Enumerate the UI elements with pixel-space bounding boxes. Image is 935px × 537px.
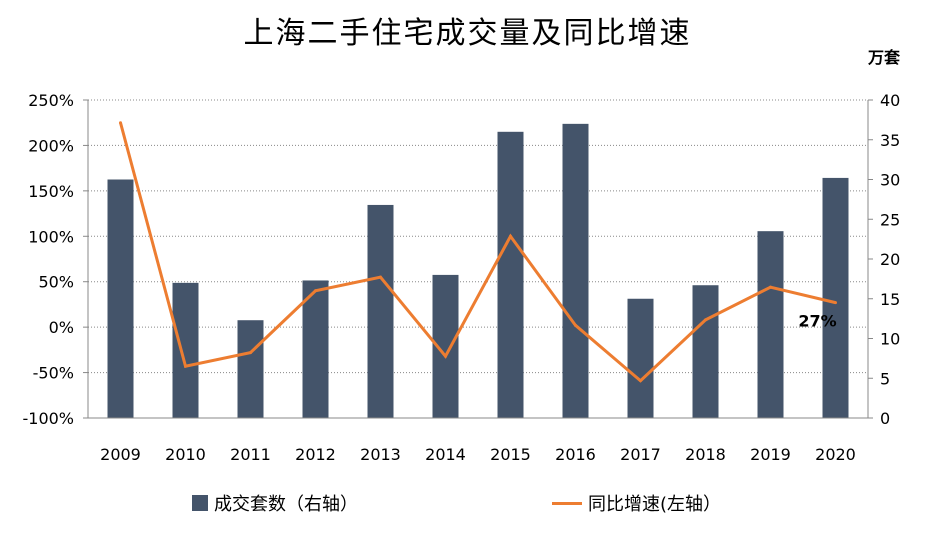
right-axis-tick-label: 0 [880,409,890,428]
line-point [119,121,122,125]
right-axis-tick-label: 30 [880,171,900,190]
left-axis-tick-label: 100% [28,227,74,246]
x-axis-tick-label: 2015 [490,445,531,464]
line-series [119,121,837,383]
legend-swatch-line [552,501,582,505]
x-axis-tick-label: 2018 [685,445,726,464]
x-axis-tick-label: 2016 [555,445,596,464]
legend-item-line: 同比增速(左轴） [552,490,721,516]
line-point [184,364,187,368]
right-axis-unit-label: 万套 [868,48,901,67]
right-axis-tick-label: 25 [880,210,900,229]
line-point [444,354,447,358]
left-axis-tick-label: 150% [28,182,74,201]
right-axis-tick-label: 5 [880,369,890,388]
line-point [574,323,577,327]
bar [822,177,849,418]
bar [562,123,589,418]
left-axis-tick-label: -100% [22,409,74,428]
bar [237,320,264,418]
right-axis-tick-label: 10 [880,330,900,349]
line-point [509,234,512,238]
line-point [639,379,642,383]
bar [692,285,719,418]
left-axis-tick-label: 0% [49,318,74,337]
x-axis-tick-label: 2010 [165,445,206,464]
x-axis-tick-label: 2013 [360,445,401,464]
legend-label-line: 同比增速(左轴） [588,494,722,515]
line-point [769,285,772,289]
tick-labels: 250% 200% 150% 100% 50% 0% -50% -100% 40 35 30 25 20… [22,91,900,464]
bar [367,204,394,418]
line-point [704,318,707,322]
x-axis-tick-label: 2017 [620,445,661,464]
line-point [834,301,837,305]
left-axis-tick-label: 200% [28,136,74,155]
bar [627,298,654,418]
legend-item-bars: 成交套数（右轴） [192,490,358,516]
right-axis-tick-label: 35 [880,131,900,150]
bar [107,179,134,418]
legend-label-bars: 成交套数（右轴） [214,494,358,515]
x-axis-tick-label: 2020 [815,445,856,464]
right-axis-tick-label: 40 [880,91,900,110]
gridlines [88,99,868,374]
bar [172,282,199,418]
x-axis-tick-label: 2011 [230,445,271,464]
line-point [379,275,382,279]
x-axis-tick-label: 2019 [750,445,791,464]
legend-swatch-bar [192,495,208,511]
left-axis-tick-label: 50% [38,273,74,292]
line-point [314,289,317,293]
data-label-annotation: 27% [798,312,836,331]
left-axis-tick-label: -50% [33,364,74,383]
line-point [249,351,252,355]
chart-title: 上海二手住宅成交量及同比增速 [243,16,692,51]
axes [83,99,873,419]
left-axis-tick-label: 250% [28,91,74,110]
bar [302,280,329,418]
right-axis-tick-label: 15 [880,290,900,309]
bar [497,131,524,419]
x-axis-tick-label: 2009 [100,445,141,464]
bar-series [107,123,849,419]
x-axis-tick-label: 2012 [295,445,336,464]
growth-line [119,122,836,383]
right-axis-tick-label: 20 [880,250,900,269]
x-axis-tick-label: 2014 [425,445,466,464]
bar [757,231,784,418]
